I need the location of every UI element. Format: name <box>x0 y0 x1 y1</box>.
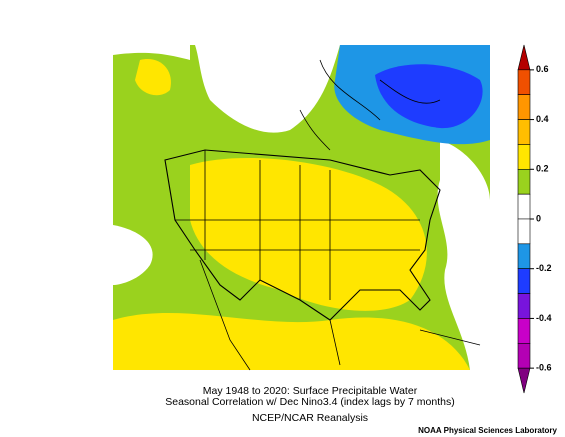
coastline <box>199 259 481 371</box>
colorbar-segment <box>517 268 531 294</box>
colorbar-segment <box>517 69 531 96</box>
field-white <box>437 140 490 370</box>
colorbar-segment <box>517 342 531 369</box>
map <box>113 45 490 371</box>
colorbar-tick-label: 0.4 <box>536 114 549 124</box>
colorbar-segment <box>517 44 531 71</box>
borders <box>175 150 420 300</box>
colorbar-segment <box>517 193 531 220</box>
colorbar-segment <box>517 168 531 195</box>
caption-line: Seasonal Correlation w/ Dec Nino3.4 (ind… <box>165 396 454 408</box>
colorbar-segment <box>517 94 531 120</box>
caption-line: NCEP/NCAR Reanalysis <box>252 412 368 424</box>
colorbar-tick-label: 0 <box>536 213 541 223</box>
colorbar-segment <box>517 318 531 344</box>
coastline <box>299 59 441 151</box>
colorbar-tick-label: -0.4 <box>536 313 552 323</box>
field-yellow <box>113 312 470 370</box>
credit: NOAA Physical Sciences Laboratory <box>418 426 557 435</box>
colorbar-tick-label: 0.6 <box>536 64 549 74</box>
coastline <box>164 149 441 321</box>
colorbar-segment <box>517 367 531 394</box>
colorbar-segment <box>517 119 531 145</box>
colorbar-segment <box>517 144 531 170</box>
colorbar-tick-label: 0.2 <box>536 164 549 174</box>
caption-line: May 1948 to 2020: Surface Precipitable W… <box>203 385 418 397</box>
field-white <box>113 225 153 285</box>
colorbar-segment <box>517 218 531 245</box>
colorbar-tick-label: -0.2 <box>536 263 552 273</box>
field-yellow <box>135 59 171 96</box>
field-dark-blue <box>375 64 483 129</box>
colorbar-segment <box>517 243 531 270</box>
colorbar-segment <box>517 293 531 319</box>
colorbar-tick-label: -0.6 <box>536 363 552 373</box>
colorbar: 0.6 0.4 0.2 0 -0.2 -0.4 -0.6 <box>517 44 552 394</box>
field-white <box>195 45 340 133</box>
field-white <box>113 45 190 60</box>
field-yellow <box>190 157 427 311</box>
